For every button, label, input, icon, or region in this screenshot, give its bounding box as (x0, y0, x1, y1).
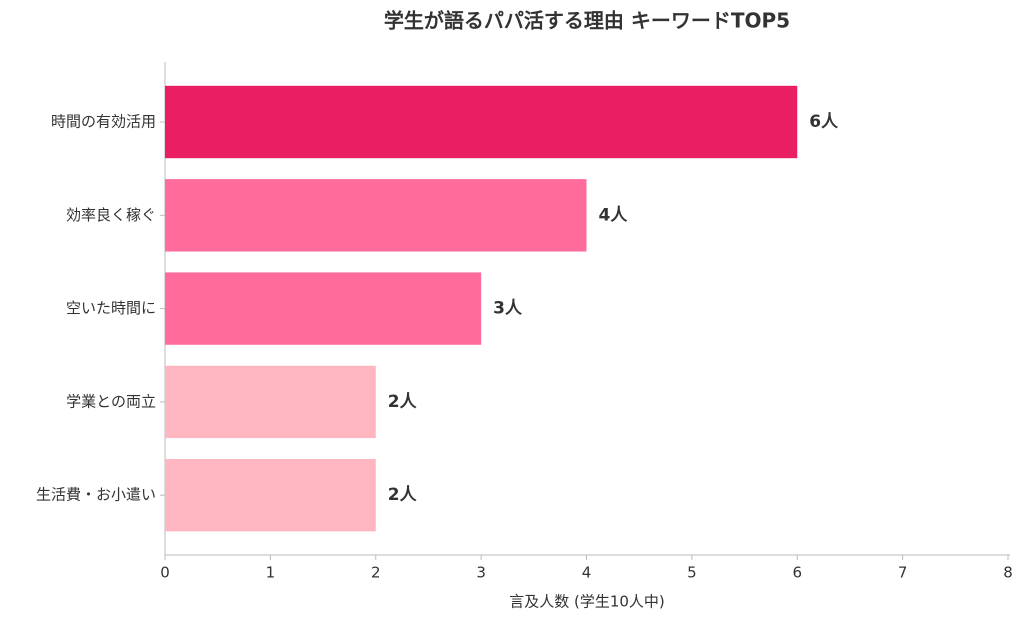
value-label: 6人 (809, 112, 839, 132)
x-tick-label: 6 (792, 564, 802, 582)
y-tick-label: 空いた時間に (66, 299, 156, 317)
x-axis-label: 言及人数 (学生10人中) (509, 593, 665, 611)
y-tick-label: 学業との両立 (66, 392, 156, 410)
x-tick-label: 4 (582, 564, 592, 582)
y-tick-label: 生活費・お小遣い (36, 486, 156, 504)
value-label: 2人 (388, 485, 418, 505)
x-tick-label: 0 (160, 564, 170, 582)
bar (165, 459, 376, 532)
x-tick-label: 7 (898, 564, 908, 582)
bar (165, 365, 376, 439)
x-tick-label: 1 (266, 564, 276, 582)
value-label: 2人 (388, 392, 418, 412)
x-tick-label: 5 (687, 564, 697, 582)
x-tick-label: 2 (371, 564, 381, 582)
x-tick-label: 8 (1003, 564, 1013, 582)
y-tick-label: 時間の有効活用 (51, 113, 156, 131)
chart-title: 学生が語るパパ活する理由 キーワードTOP5 (384, 9, 790, 33)
bar (165, 85, 798, 159)
x-tick-label: 3 (476, 564, 486, 582)
value-label: 4人 (599, 205, 629, 225)
value-label: 3人 (493, 299, 523, 319)
bar (165, 272, 482, 345)
bar (165, 179, 587, 252)
y-tick-label: 効率良く稼ぐ (66, 206, 156, 224)
